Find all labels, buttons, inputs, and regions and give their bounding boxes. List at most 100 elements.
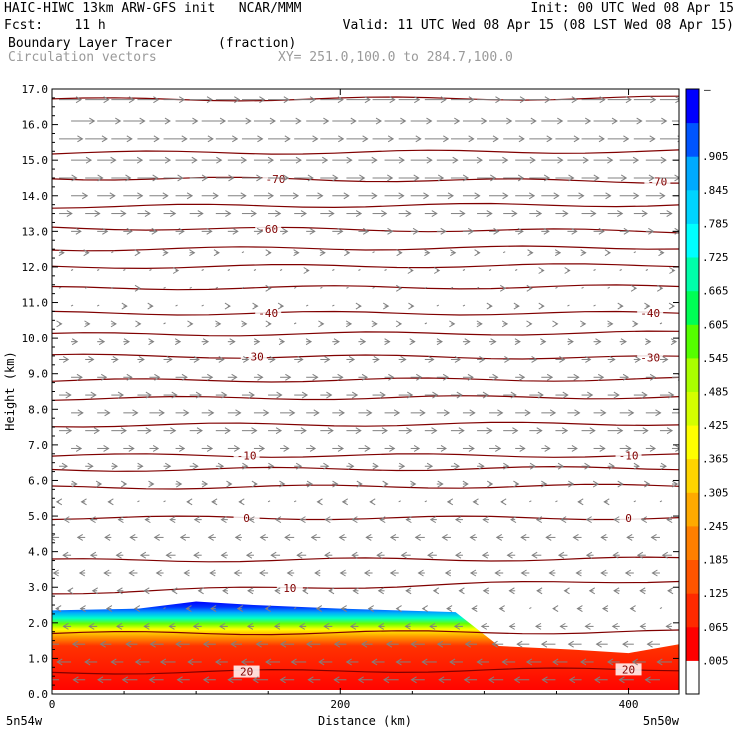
wind-vector-head [408,302,415,310]
wind-vector-head [414,96,421,104]
wind-vector-head [367,605,374,613]
wind-vector-head [617,210,624,217]
wind-vector-head [674,227,679,235]
wind-vector-head [567,640,574,648]
wind-vector-head [624,569,632,577]
contour-line [52,330,679,337]
wind-vector-head [120,210,127,217]
contour-line [52,629,679,636]
x-tick-label: 200 [330,698,350,711]
wind-vector-head [660,156,667,164]
wind-vector-head [407,391,414,399]
wind-vector-head [671,480,679,488]
wind-vector-head [641,391,648,399]
wind-vector-head [45,641,50,647]
colorbar-swatch [686,626,699,661]
wind-vector-head [268,462,275,470]
wind-vector-head [193,356,200,363]
wind-vector-head [181,373,188,381]
wind-vector-head [552,605,559,613]
wind-vector [163,286,166,289]
wind-vector-head [197,210,204,217]
wind-vector-head [192,622,200,630]
wind-vector-head [530,117,537,125]
wind-vector-head [357,676,364,684]
wind-vector-head [501,658,508,666]
y-tick-label: 15.0 [22,154,49,167]
wind-vector-head [538,267,545,274]
wind-vector-head [250,210,257,217]
wind-vector-head [247,587,254,595]
colorbar-top-label: – [704,83,711,96]
wind-vector-head [279,676,286,684]
wind-vector [163,607,166,610]
wind-vector-head [290,658,297,666]
contour-line [52,421,679,428]
colorbar-label: .665 [702,285,729,298]
wind-vector-head [656,284,664,292]
wind-vector-head [464,640,471,648]
wind-vector-head [307,174,314,182]
wind-vector-head [520,533,527,541]
wind-vector-head [61,462,69,470]
wind-vector-head [299,516,306,524]
y-tick-label: 17.0 [22,83,49,96]
header-line2-right: Valid: 11 UTC Wed 08 Apr 15 (08 LST Wed … [342,18,734,33]
wind-vector-head [472,498,479,506]
contour-label: -30 [244,350,264,363]
wind-vector [593,304,596,307]
wind-vector [175,304,178,307]
wind-vector-head [256,227,264,235]
wind-vector-head [318,658,325,666]
wind-vector-head [541,676,548,684]
wind-vector-head [552,658,559,666]
wind-vector-head [360,640,368,648]
wind-vector-head [535,516,543,524]
wind-vector-head [482,587,489,595]
colorbar-label: .365 [702,453,729,466]
wind-vector-head [458,587,465,595]
wind-vector-head [651,569,658,577]
contour-label-bg [615,511,642,524]
wind-vector [123,269,126,271]
wind-vector-head [557,117,564,125]
wind-vector-head [168,622,175,630]
wind-vector-head [662,356,669,363]
wind-vector-head [337,227,344,235]
wind-vector-head [630,284,638,292]
wind-vector-head [620,174,628,182]
wind-vector-head [75,445,83,452]
wind-vector-head [107,498,114,506]
colorbar: .005 .065 .125 .185 .245 .305 .365 .425 .485 .545… [685,83,729,695]
wind-vector-head [256,174,263,182]
wind-vector-head [527,249,534,257]
wind-vector-head [605,192,612,200]
wind-vector-head [453,622,461,630]
wind-vector-head [116,622,123,630]
wind-vector-head [193,551,200,559]
wind-vector-head [81,192,89,200]
wind-vector-head [424,249,431,257]
wind-vector [332,269,335,271]
wind-vector-head [138,356,145,363]
wind-vector-head [112,356,119,363]
wind-vector-head [300,427,307,435]
wind-vector-head [546,373,554,381]
colorbar-label: .605 [702,318,729,331]
wind-vector-head [467,227,475,235]
wind-vector-head [584,622,591,630]
wind-vector-head [137,192,144,200]
wind-vector-head [577,498,584,506]
wind-vector-head [104,533,111,541]
wind-vector [424,286,428,289]
wind-vector-head [211,498,218,506]
wind-vector-head [220,516,227,524]
colorbar-label: .005 [702,654,729,667]
wind-vector-head [644,676,651,684]
wind-vector-head [600,533,607,541]
wind-vector-head [148,676,155,684]
wind-vector-head [417,569,424,577]
wind-vector-head [519,96,526,104]
wind-vector [372,251,375,254]
axes: 0.0 1.0 2.0 3.0 4.0 5.0 6.0 7.0 8.0 9.0 10.0 11.0 12… [22,83,679,711]
